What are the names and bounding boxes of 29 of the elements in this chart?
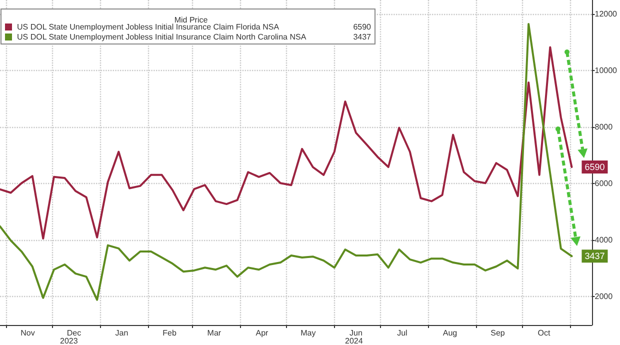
y-tick-label: 4000	[594, 236, 614, 245]
x-tick-label: Oct	[538, 328, 551, 338]
x-tick-label: Apr	[256, 328, 269, 338]
y-tick-label: 2000	[594, 292, 614, 302]
data-label: 3437	[584, 251, 605, 262]
x-tick-label: Jul	[397, 328, 408, 338]
x-tick-label: Mar	[207, 328, 222, 338]
x-tick-label: Feb	[162, 328, 177, 338]
x-tick-label: Aug	[442, 328, 458, 338]
line-series	[0, 23, 573, 301]
line-series	[0, 46, 573, 240]
y-tick-label: 6000	[594, 179, 614, 188]
data-label: 6590	[584, 162, 605, 172]
y-tick-label: 8000	[594, 122, 614, 132]
y-tick-label: 12000	[594, 10, 618, 19]
text: 6590	[353, 22, 371, 32]
x-tick-label: Jan	[115, 328, 128, 338]
x-tick-label: May	[300, 328, 316, 338]
text: 3437	[353, 32, 371, 42]
text: 2024	[345, 336, 364, 345]
legend-title: Mid Price	[174, 16, 208, 24]
x-tick-label: Dec	[66, 328, 82, 338]
x-tick-label: Nov	[20, 328, 35, 338]
legend-label: US DOL State Unemployment Jobless Initial Insurance Claim North Carolina NSA	[17, 32, 307, 42]
x-tick-label: Sep	[490, 328, 506, 338]
y-tick-label: 10000	[594, 66, 618, 76]
x-tick-label: Jun	[350, 328, 362, 338]
text: 2023	[60, 336, 78, 345]
legend-label: US DOL State Unemployment Jobless Initial Insurance Claim Florida NSA	[17, 22, 280, 32]
